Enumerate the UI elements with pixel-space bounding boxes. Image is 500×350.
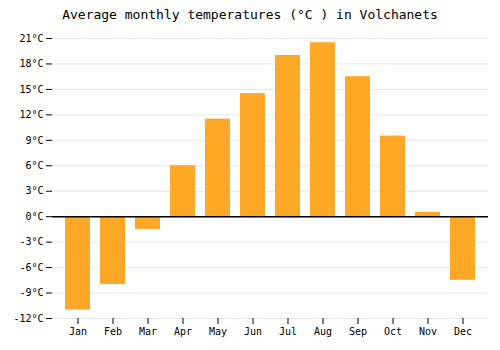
svg-text:May: May bbox=[209, 326, 227, 337]
svg-text:-3°C: -3°C bbox=[19, 236, 43, 247]
html-text:Average monthly temperatures (: Average monthly temperatures (°C ) in Vo… bbox=[62, 7, 438, 22]
svg-text:12°C: 12°C bbox=[19, 109, 43, 120]
svg-text:18°C: 18°C bbox=[19, 58, 43, 69]
svg-text:9°C: 9°C bbox=[25, 135, 43, 146]
svg-text:Dec: Dec bbox=[454, 326, 472, 337]
svg-text:Jan: Jan bbox=[69, 326, 87, 337]
svg-text:Apr: Apr bbox=[174, 326, 192, 337]
svg-text:21°C: 21°C bbox=[19, 33, 43, 44]
svg-text:6°C: 6°C bbox=[25, 160, 43, 171]
svg-text:Feb: Feb bbox=[104, 326, 122, 337]
svg-text:-9°C: -9°C bbox=[19, 287, 43, 298]
svg-text:Aug: Aug bbox=[314, 326, 332, 337]
svg-text:Oct: Oct bbox=[384, 326, 402, 337]
svg-text:Nov: Nov bbox=[419, 326, 437, 337]
svg-text:Jun: Jun bbox=[244, 326, 262, 337]
svg-text:0°C: 0°C bbox=[25, 211, 43, 222]
svg-text:15°C: 15°C bbox=[19, 84, 43, 95]
svg-text:Jul: Jul bbox=[279, 326, 297, 337]
svg-text:Sep: Sep bbox=[349, 326, 367, 337]
svg-text:3°C: 3°C bbox=[25, 185, 43, 196]
svg-text:Mar: Mar bbox=[139, 326, 157, 337]
svg-text:-6°C: -6°C bbox=[19, 262, 43, 273]
svg-text:-12°C: -12°C bbox=[13, 313, 43, 324]
